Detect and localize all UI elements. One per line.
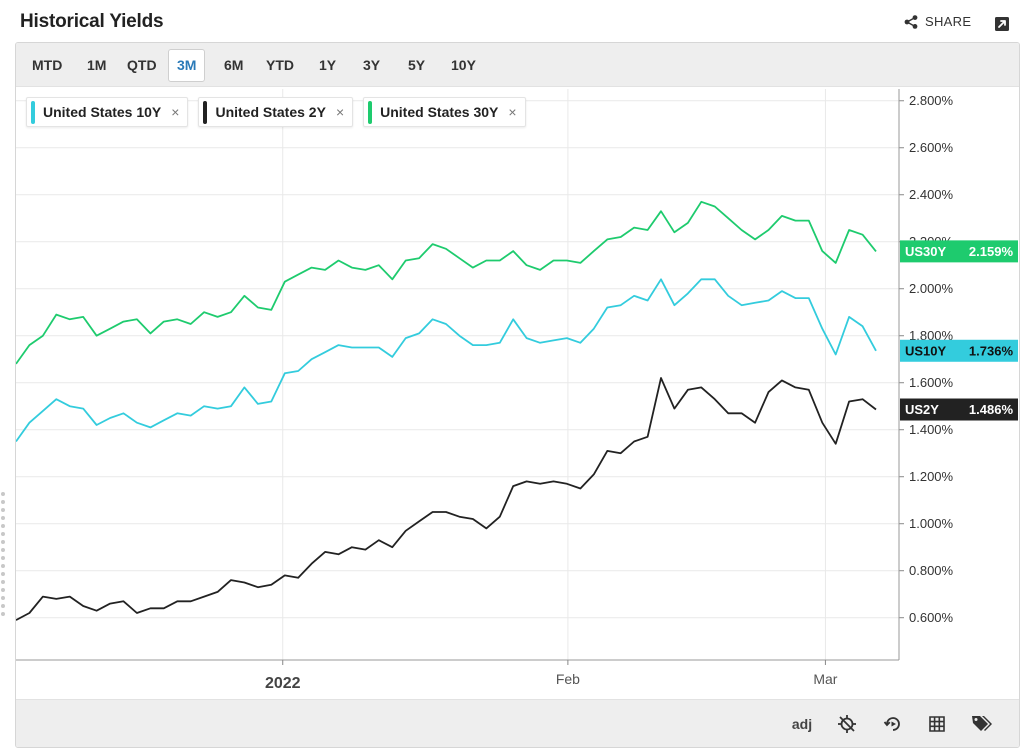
range-10y[interactable]: 10Y bbox=[442, 49, 485, 82]
last-value-tag-us10y: US10Y 1.736% bbox=[900, 339, 1018, 362]
range-6m[interactable]: 6M bbox=[215, 49, 252, 82]
page-title: Historical Yields bbox=[20, 11, 164, 32]
grid-toggle-button[interactable] bbox=[926, 712, 948, 736]
y-tick-label: 0.600% bbox=[909, 610, 954, 625]
last-value-tags: US30Y 2.159% US10Y 1.736% US2Y 1.486% bbox=[900, 240, 1018, 421]
series-line-us10y bbox=[16, 278, 877, 443]
adj-label: adj bbox=[791, 716, 813, 732]
replay-icon bbox=[883, 717, 900, 731]
chart-header: Historical Yields SHARE bbox=[0, 0, 1026, 42]
legend-label: United States 30Y bbox=[380, 104, 499, 120]
range-qtd[interactable]: QTD bbox=[118, 49, 166, 82]
last-value-tag-us30y: US30Y 2.159% bbox=[900, 240, 1018, 263]
remove-series-icon[interactable]: × bbox=[508, 104, 517, 120]
x-tick-label: Feb bbox=[556, 671, 580, 687]
legend-label: United States 2Y bbox=[215, 104, 326, 120]
share-button[interactable]: SHARE bbox=[904, 14, 971, 29]
y-tick-label: 1.800% bbox=[909, 328, 954, 343]
legend-chip-us10y[interactable]: United States 10Y × bbox=[26, 97, 189, 127]
range-1y[interactable]: 1Y bbox=[310, 49, 345, 82]
crosshair-toggle-button[interactable] bbox=[836, 712, 858, 736]
legend-swatch bbox=[368, 101, 373, 124]
tag-series-code: US10Y bbox=[905, 343, 947, 358]
y-tick-label: 1.000% bbox=[909, 516, 954, 531]
x-tick-label: 2022 bbox=[265, 675, 301, 692]
legend-swatch bbox=[203, 101, 208, 124]
grid-icon bbox=[929, 716, 945, 732]
tags-icon bbox=[972, 716, 992, 731]
y-tick-label: 1.600% bbox=[909, 375, 954, 390]
remove-series-icon[interactable]: × bbox=[171, 104, 180, 120]
range-toolbar: MTD 1M QTD 3M 6M YTD 1Y 3Y 5Y 10Y bbox=[16, 43, 1019, 87]
grid-layer bbox=[16, 89, 899, 660]
chart-panel: MTD 1M QTD 3M 6M YTD 1Y 3Y 5Y 10Y 0.600%… bbox=[15, 42, 1020, 748]
y-tick-label: 2.000% bbox=[909, 281, 954, 296]
series-line-us30y bbox=[16, 200, 877, 365]
y-tick-label: 2.400% bbox=[909, 187, 954, 202]
y-tick-label: 2.600% bbox=[909, 140, 954, 155]
resize-grip[interactable] bbox=[0, 492, 6, 622]
chart-footer: adj bbox=[16, 699, 1019, 747]
tags-button[interactable] bbox=[970, 712, 994, 736]
remove-series-icon[interactable]: × bbox=[335, 104, 345, 120]
series-line-us2y bbox=[16, 377, 877, 621]
x-axis: 2022 Feb Mar bbox=[16, 659, 899, 692]
y-axis: 0.600% 0.800% 1.000% 1.200% 1.400% 1.600% 1.80… bbox=[898, 89, 954, 660]
replay-button[interactable] bbox=[882, 712, 904, 736]
tag-last-value: 1.486% bbox=[969, 402, 1014, 417]
tag-last-value: 1.736% bbox=[969, 343, 1014, 358]
yield-chart[interactable]: 0.600% 0.800% 1.000% 1.200% 1.400% 1.600% 1.80… bbox=[16, 43, 1019, 699]
series-layer bbox=[16, 200, 877, 621]
series-legend: United States 10Y × United States 2Y × U… bbox=[26, 97, 526, 127]
popout-icon bbox=[995, 17, 1009, 31]
range-3y[interactable]: 3Y bbox=[354, 49, 389, 82]
legend-swatch bbox=[31, 101, 35, 124]
share-label: SHARE bbox=[925, 14, 972, 29]
x-tick-label: Mar bbox=[813, 671, 837, 687]
y-tick-label: 1.200% bbox=[909, 469, 954, 484]
legend-label: United States 10Y bbox=[43, 104, 162, 120]
y-tick-label: 1.400% bbox=[909, 422, 954, 437]
crosshair-off-icon bbox=[838, 715, 856, 733]
legend-chip-us30y[interactable]: United States 30Y × bbox=[363, 97, 526, 127]
y-tick-label: 2.800% bbox=[909, 93, 954, 108]
tag-last-value: 2.159% bbox=[969, 244, 1014, 259]
range-ytd[interactable]: YTD bbox=[257, 49, 303, 82]
share-icon bbox=[904, 14, 918, 29]
y-tick-label: 0.800% bbox=[909, 563, 954, 578]
popout-button[interactable] bbox=[994, 16, 1010, 32]
range-1m[interactable]: 1M bbox=[78, 49, 115, 82]
range-mtd[interactable]: MTD bbox=[23, 49, 71, 82]
last-value-tag-us2y: US2Y 1.486% bbox=[900, 398, 1018, 421]
adj-button[interactable]: adj bbox=[790, 712, 814, 736]
tag-series-code: US2Y bbox=[905, 402, 939, 417]
tag-series-code: US30Y bbox=[905, 244, 947, 259]
legend-chip-us2y[interactable]: United States 2Y × bbox=[198, 97, 354, 127]
range-3m[interactable]: 3M bbox=[168, 49, 206, 82]
range-5y[interactable]: 5Y bbox=[399, 49, 434, 82]
